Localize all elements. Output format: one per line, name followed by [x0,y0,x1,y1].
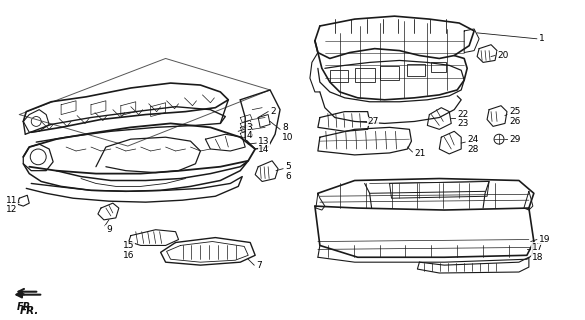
Text: 26: 26 [509,117,520,126]
Text: 25: 25 [509,107,520,116]
Text: FR.: FR. [19,307,39,316]
Text: 8: 8 [282,123,288,132]
Text: 27: 27 [367,117,379,126]
Text: 11: 11 [6,196,18,205]
Text: 21: 21 [414,149,426,158]
Text: 19: 19 [539,235,550,244]
Text: 18: 18 [532,253,543,262]
Text: 5: 5 [285,162,291,171]
Text: 12: 12 [6,204,18,213]
Bar [355,68,374,82]
Bar [330,70,347,82]
Text: 23: 23 [457,119,469,128]
Text: 14: 14 [258,145,270,154]
Bar [380,66,400,80]
Text: 16: 16 [123,251,135,260]
Text: 9: 9 [106,225,112,234]
Text: 17: 17 [532,243,543,252]
Text: 13: 13 [258,137,270,146]
Text: 15: 15 [123,241,135,250]
Text: 7: 7 [256,260,262,270]
Text: 4: 4 [246,131,252,140]
Text: 3: 3 [246,123,252,132]
Text: 10: 10 [282,133,294,142]
Text: 2: 2 [270,107,276,116]
Text: FR.: FR. [18,301,35,312]
Text: 1: 1 [539,34,545,43]
Text: 6: 6 [285,172,291,181]
Text: 20: 20 [497,51,508,60]
Text: 29: 29 [509,135,520,144]
Text: 22: 22 [457,110,469,119]
Bar [431,62,446,72]
Text: 24: 24 [467,135,479,144]
Text: 28: 28 [467,145,479,154]
Bar [407,64,425,76]
